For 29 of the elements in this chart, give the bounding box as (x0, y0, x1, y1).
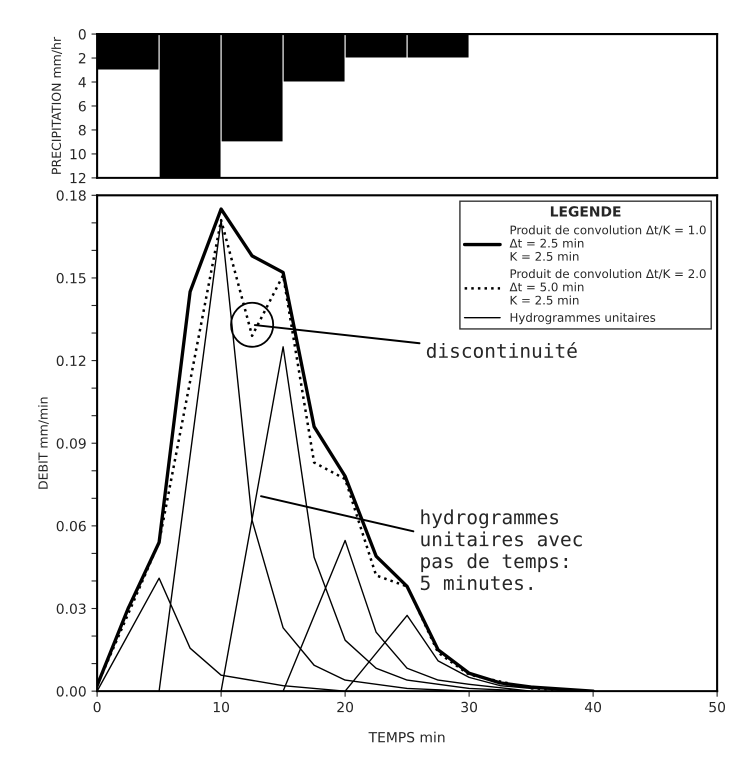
y-tick-label: 0.03 (56, 603, 86, 614)
y-tick-label: 0.09 (56, 438, 86, 449)
x-tick-label: 40 (584, 702, 602, 712)
annotation: hydrogrammes unitaires avec pas de temps: 5 minutes. (420, 509, 582, 590)
x-tick-label: 0 (94, 702, 101, 712)
y-tick-label: 6 (78, 100, 86, 112)
x-tick-label: 30 (461, 702, 478, 712)
legend-label: Hydrogrammes unitaires (510, 312, 656, 324)
x-axis-title: TEMPS min (368, 732, 444, 742)
y-tick-label: 4 (78, 77, 86, 88)
x-tick-label: 50 (709, 702, 726, 712)
y-tick-label: 0.18 (56, 190, 86, 201)
y-tick-label: 12 (70, 172, 86, 184)
legend-title: LEGENDE (550, 206, 620, 217)
y-tick-label: 0.06 (56, 520, 86, 532)
annotation: discontinuité (426, 342, 577, 358)
x-tick-label: 10 (214, 702, 230, 712)
legend-label: Produit de convolution Δt/K = 2.0 Δt = 5.0 min K = 2.5 min (510, 269, 706, 305)
legend-label: Produit de convolution Δt/K = 1.0 Δt = 2.5 min K = 2.5 min (510, 225, 706, 261)
y-axis-title: DEBIT mm/min (38, 398, 49, 489)
y-tick-label: 0.00 (56, 686, 86, 697)
y-axis-title: PRECIPITATION mm/hr (51, 36, 62, 174)
x-tick-label: 20 (337, 702, 354, 712)
y-tick-label: 10 (70, 148, 86, 160)
y-tick-label: 2 (78, 53, 86, 64)
y-tick-label: 0.12 (56, 356, 86, 366)
y-tick-label: 0 (78, 29, 86, 40)
y-tick-label: 8 (78, 124, 86, 136)
y-tick-label: 0.15 (56, 272, 86, 284)
